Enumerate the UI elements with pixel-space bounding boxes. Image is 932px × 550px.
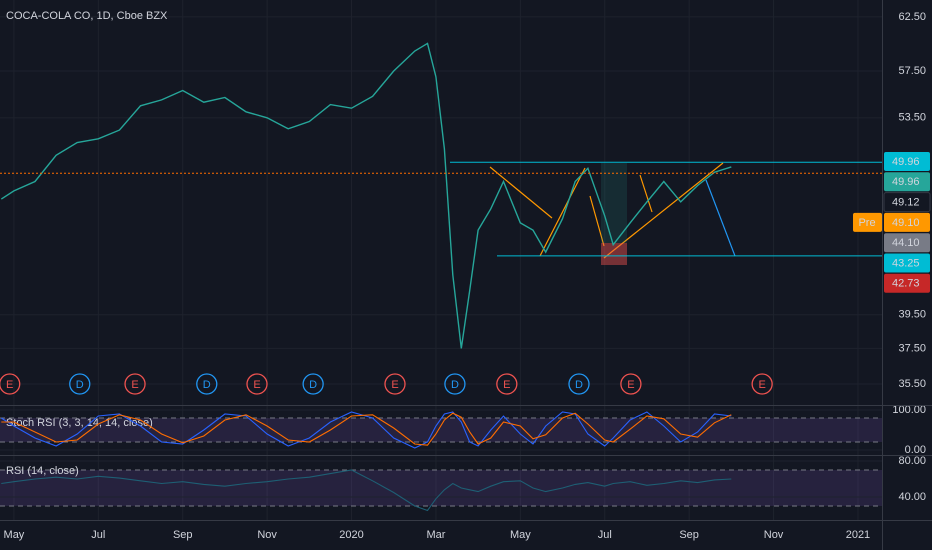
- projection-arrow: [705, 179, 736, 257]
- event-marker: [751, 373, 773, 395]
- price-badge: [884, 273, 930, 293]
- event-label: E: [391, 379, 398, 391]
- price-badge: [884, 233, 930, 253]
- price-badge: [884, 212, 930, 232]
- trend-line: [603, 162, 724, 259]
- event-label: E: [6, 379, 13, 391]
- event-label: E: [503, 379, 510, 391]
- x-tick-label: May: [510, 529, 531, 541]
- band-fill: [0, 470, 882, 506]
- session-badge-label: Pre: [858, 217, 875, 229]
- trend-line: [489, 166, 553, 219]
- x-tick-label: Mar: [426, 529, 445, 541]
- event-label: D: [76, 379, 84, 391]
- event-marker: [124, 373, 146, 395]
- price-badge-label: 42.73: [892, 278, 920, 290]
- series-line: [0, 42, 732, 349]
- drawings: [489, 162, 736, 265]
- series-line: [1, 412, 732, 446]
- event-marker: [568, 373, 590, 395]
- price-badge-label: 44.10: [892, 237, 920, 249]
- price-badge-label: 49.96: [892, 176, 920, 188]
- event-marker: [444, 373, 466, 395]
- event-marker: [0, 373, 21, 395]
- x-tick-label: 2021: [846, 529, 870, 541]
- y-tick-label: 100.00: [892, 404, 926, 416]
- y-tick-label: 39.50: [898, 309, 926, 321]
- target-zone: [601, 163, 627, 243]
- event-label: D: [203, 379, 211, 391]
- stop-zone: [601, 243, 627, 265]
- trend-line: [589, 195, 605, 247]
- y-tick-label: 0.00: [905, 444, 926, 456]
- x-tick-label: Sep: [679, 529, 699, 541]
- series-line: [1, 469, 732, 512]
- indicator-title: Stoch RSI (3, 3, 14, 14, close): [6, 417, 153, 429]
- trend-line: [639, 174, 653, 213]
- y-tick-label: 62.50: [898, 11, 926, 23]
- x-tick-label: Nov: [764, 529, 784, 541]
- price-badge: [884, 172, 930, 192]
- price-badge: [884, 253, 930, 273]
- x-tick-label: Sep: [173, 529, 193, 541]
- price-badge-label: 43.25: [892, 257, 920, 269]
- event-label: D: [451, 379, 459, 391]
- y-tick-label: 53.50: [898, 112, 926, 124]
- y-tick-label: 35.50: [898, 378, 926, 390]
- price-badge: [883, 192, 931, 213]
- event-label: D: [575, 379, 583, 391]
- event-marker: [496, 373, 518, 395]
- band-fill: [0, 418, 882, 442]
- event-label: D: [309, 379, 317, 391]
- price-badge: [884, 152, 930, 171]
- price-badge-label: 49.10: [892, 217, 920, 229]
- x-tick-label: Nov: [257, 529, 277, 541]
- series-line: [1, 411, 732, 449]
- x-tick-label: May: [4, 529, 25, 541]
- price-badge-label: 49.96: [892, 156, 920, 168]
- x-tick-label: Jul: [598, 529, 612, 541]
- event-marker: [620, 373, 642, 395]
- event-label: E: [131, 379, 138, 391]
- symbol-title: COCA-COLA CO, 1D, Cboe BZX: [6, 10, 168, 22]
- price-badge-label: 49.12: [892, 197, 920, 209]
- event-marker: [69, 373, 91, 395]
- indicator-title: RSI (14, close): [6, 465, 79, 477]
- event-marker: [384, 373, 406, 395]
- event-label: E: [758, 379, 765, 391]
- event-marker: [246, 373, 268, 395]
- y-tick-label: 40.00: [898, 491, 926, 503]
- event-label: E: [253, 379, 260, 391]
- x-tick-label: 2020: [339, 529, 363, 541]
- x-tick-label: Jul: [91, 529, 105, 541]
- y-tick-label: 37.50: [898, 342, 926, 354]
- y-tick-label: 57.50: [898, 65, 926, 77]
- event-marker: [196, 373, 218, 395]
- y-tick-label: 80.00: [898, 455, 926, 467]
- event-marker: [302, 373, 324, 395]
- session-badge: [853, 212, 882, 232]
- trend-line: [539, 167, 586, 257]
- event-label: E: [627, 379, 634, 391]
